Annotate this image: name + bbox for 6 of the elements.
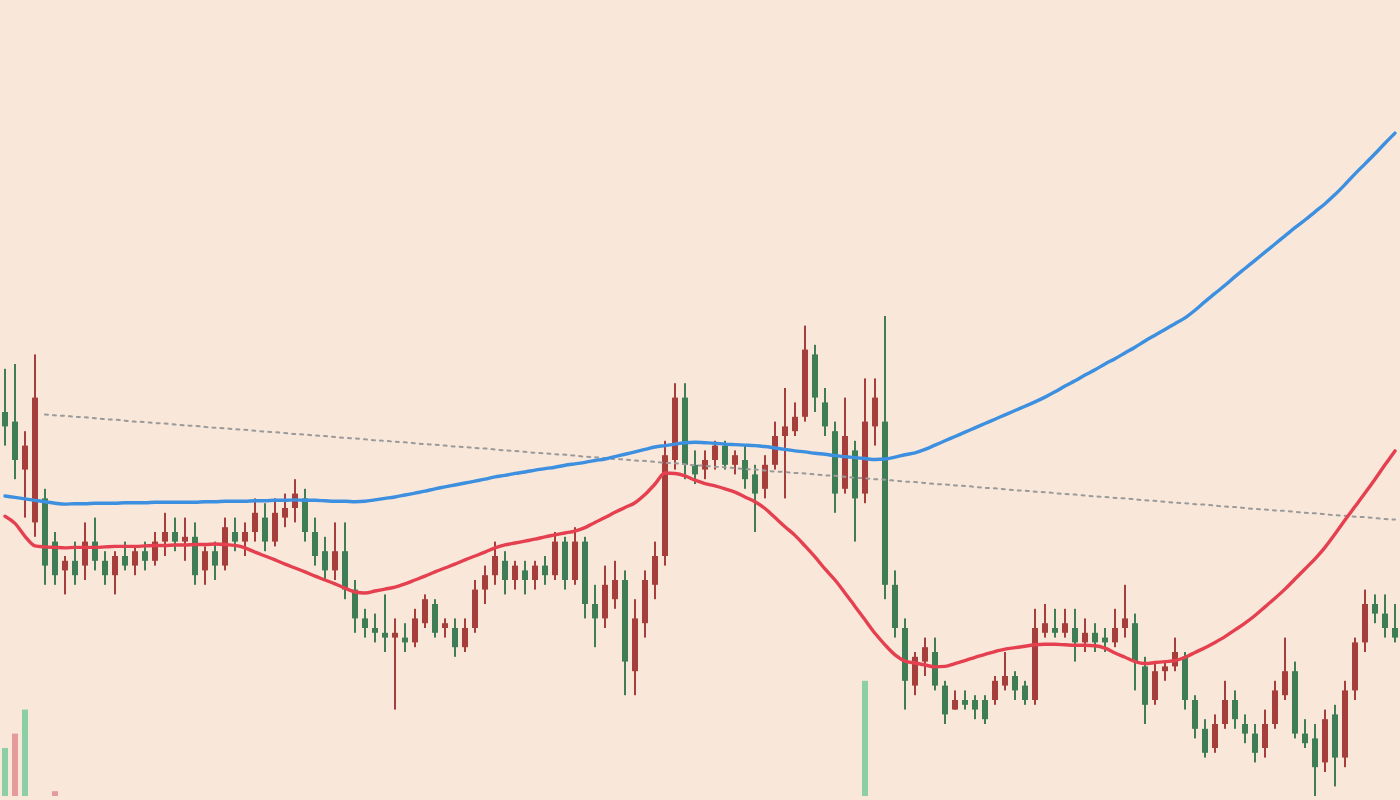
bar [12,733,18,796]
candlestick [382,594,388,652]
bar [2,748,8,796]
bar [862,680,868,796]
bar [22,709,28,796]
candlestick [392,618,398,710]
